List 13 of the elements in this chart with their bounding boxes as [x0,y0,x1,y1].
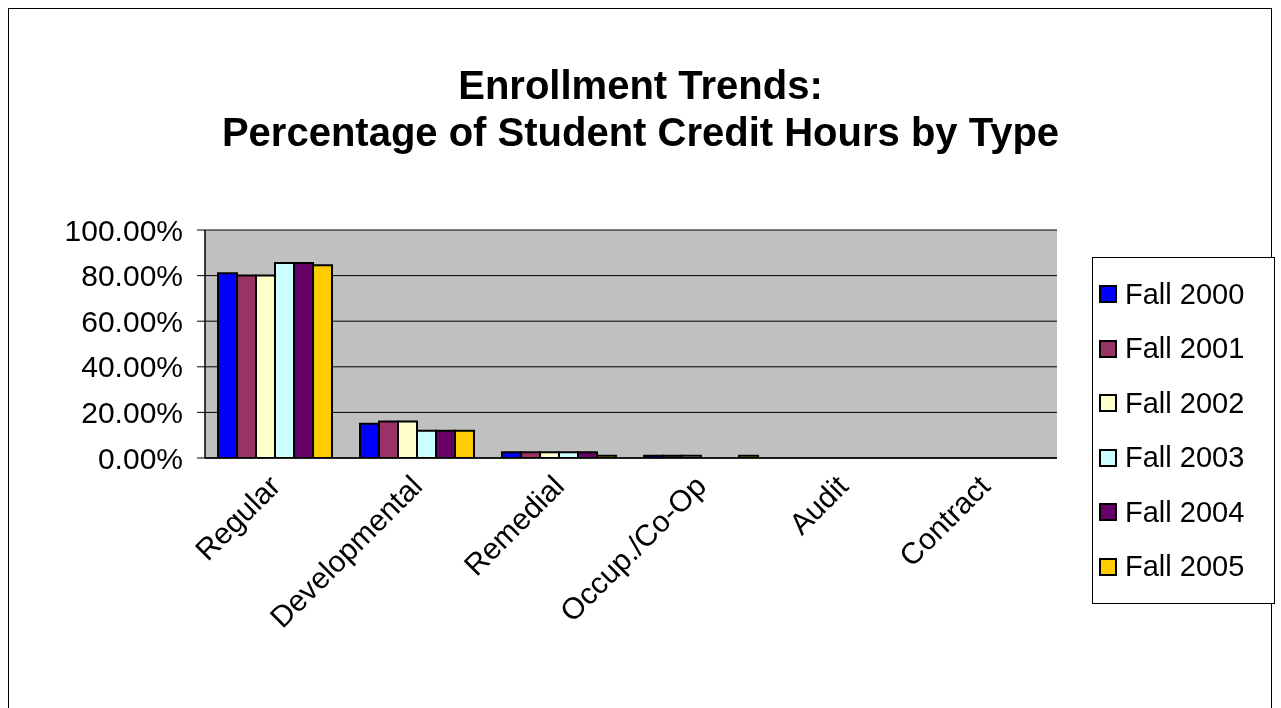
y-tick-label: 100.00% [64,213,183,247]
y-tick-label: 80.00% [81,259,183,293]
legend-label: Fall 2001 [1125,332,1245,366]
legend-label: Fall 2004 [1125,495,1245,529]
legend-label: Fall 2003 [1125,441,1245,475]
chart-title: Enrollment Trends: Percentage of Student Credit Hours by Type [220,62,1061,156]
y-tick-label: 40.00% [81,350,183,384]
y-tick-label: 60.00% [81,304,183,338]
legend-label: Fall 2000 [1125,277,1245,311]
legend-label: Fall 2002 [1125,386,1245,420]
y-tick-label: 20.00% [81,396,183,430]
y-tick-label: 0.00% [97,441,183,475]
legend-label: Fall 2005 [1125,550,1245,584]
